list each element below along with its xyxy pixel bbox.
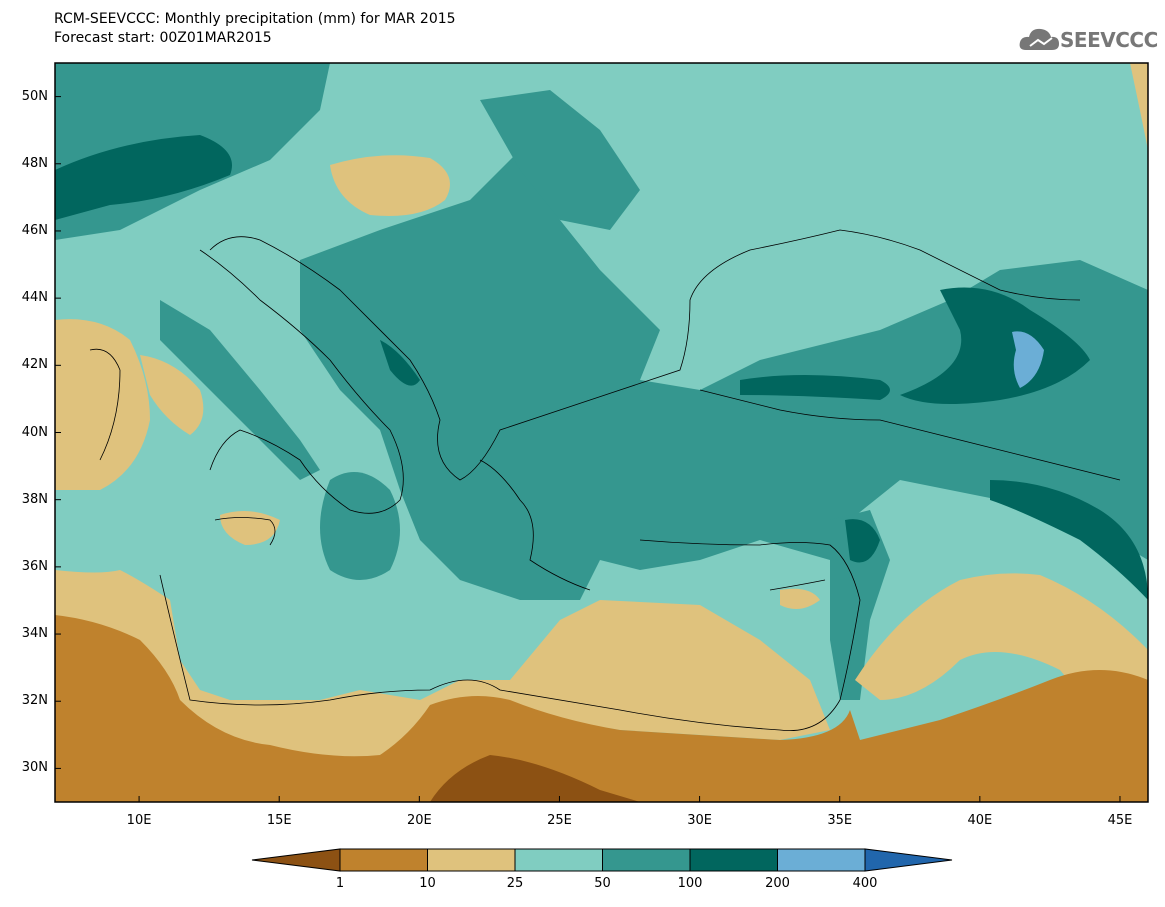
colorbar-segment bbox=[339, 848, 428, 872]
colorbar-label: 200 bbox=[765, 876, 790, 891]
colorbar-label: 100 bbox=[677, 876, 703, 891]
colorbar-label: 10 bbox=[419, 876, 436, 891]
cloud-icon bbox=[1019, 28, 1059, 50]
colorbar-label: 25 bbox=[506, 876, 524, 891]
precip-field-1-10 bbox=[55, 615, 1148, 802]
lon-label: 35E bbox=[827, 813, 853, 828]
colorbar-segment bbox=[689, 848, 778, 872]
colorbar-label: 400 bbox=[852, 876, 878, 891]
lat-label: 34N bbox=[21, 626, 48, 642]
lon-label: 25E bbox=[547, 813, 572, 828]
lon-label: 30E bbox=[687, 813, 712, 828]
colorbar bbox=[251, 848, 953, 872]
lat-label: 36N bbox=[21, 558, 48, 574]
colorbar-segment bbox=[777, 848, 866, 872]
title-line-1: RCM-SEEVCCC: Monthly precipitation (mm) … bbox=[54, 11, 456, 27]
colorbar-segment-lt1 bbox=[251, 848, 341, 872]
colorbar-segment bbox=[514, 848, 603, 872]
lat-label: 30N bbox=[21, 760, 48, 776]
colorbar-segment-gt400 bbox=[864, 848, 953, 872]
colorbar-segment bbox=[602, 848, 691, 872]
colorbar-label: 50 bbox=[594, 876, 611, 891]
lat-label: 50N bbox=[21, 88, 48, 104]
colorbar-label: 1 bbox=[335, 876, 345, 891]
title-line-2: Forecast start: 00Z01MAR2015 bbox=[54, 30, 272, 46]
lat-label: 42N bbox=[21, 357, 48, 373]
logo-text: SEEVCCC bbox=[1060, 28, 1158, 52]
lon-label: 20E bbox=[406, 813, 432, 828]
precip-field-lt1 bbox=[430, 755, 640, 802]
lon-label: 15E bbox=[266, 813, 292, 828]
lat-label: 32N bbox=[21, 693, 48, 709]
lat-label: 38N bbox=[21, 491, 48, 507]
lat-label: 48N bbox=[21, 155, 48, 171]
precip-field-100-200 bbox=[55, 135, 1148, 600]
precip-field-200-400 bbox=[1012, 331, 1044, 388]
colorbar-segment bbox=[427, 848, 516, 872]
lon-label: 40E bbox=[967, 813, 993, 828]
lat-label: 46N bbox=[21, 222, 48, 238]
lon-label: 10E bbox=[126, 813, 152, 828]
coastlines bbox=[89, 229, 1121, 732]
lat-label: 44N bbox=[21, 290, 48, 306]
lon-label: 45E bbox=[1107, 813, 1133, 828]
lat-label: 40N bbox=[21, 424, 48, 440]
